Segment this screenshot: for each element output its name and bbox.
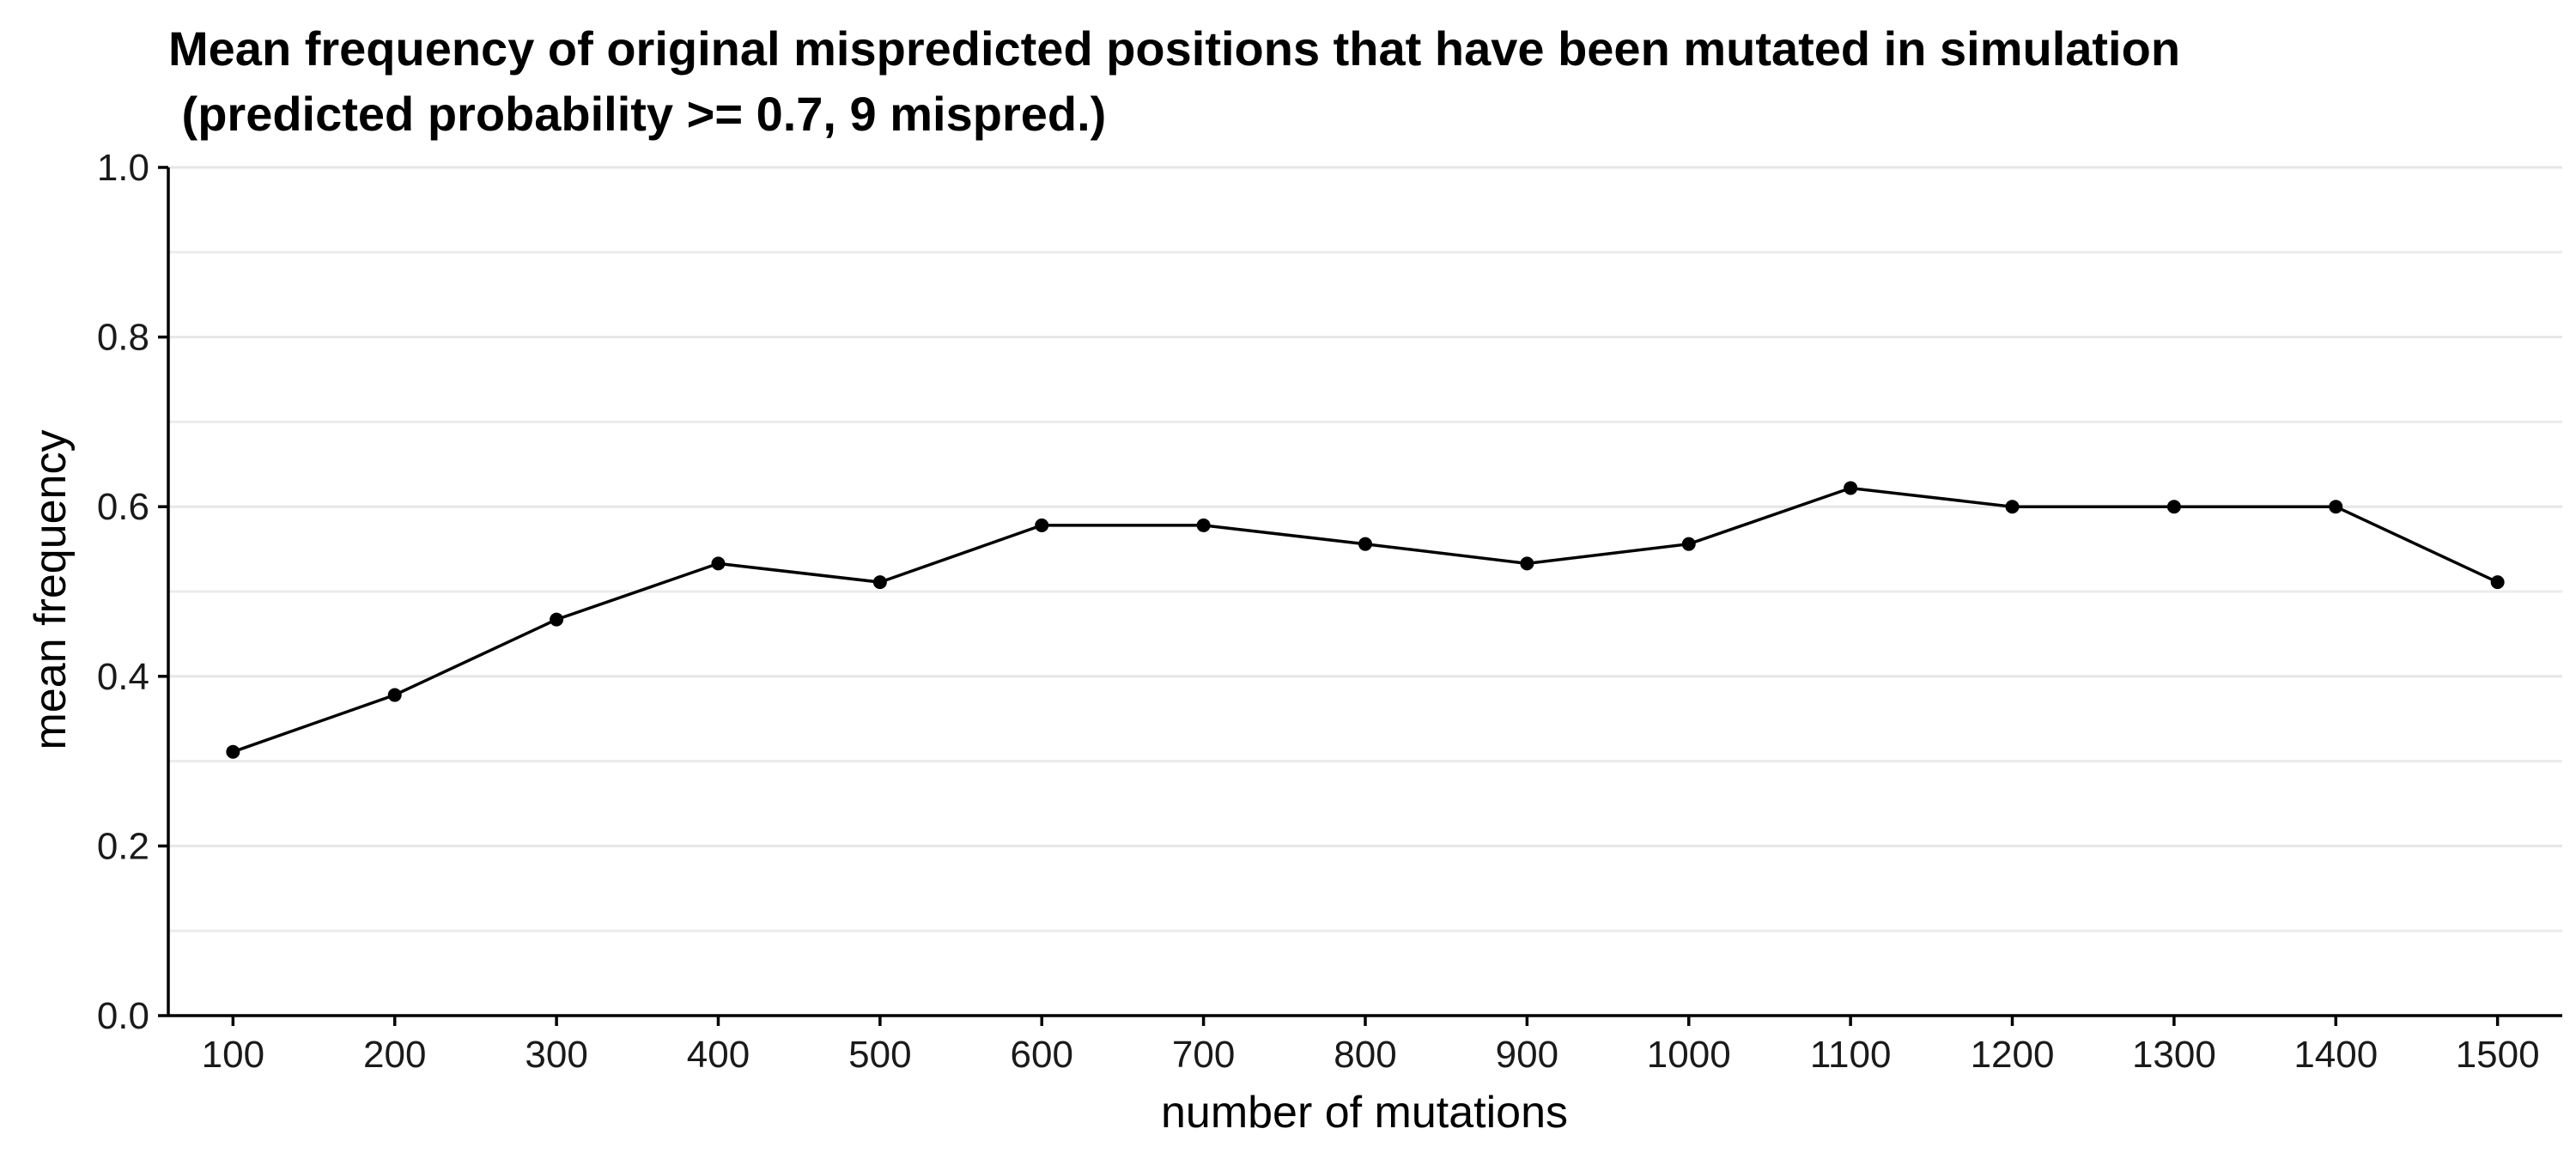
data-point [2166,500,2181,514]
y-axis-title: mean frequency [26,430,76,750]
x-tick-label: 1500 [2456,1034,2540,1076]
x-tick-label: 1300 [2132,1034,2216,1076]
data-point [1358,537,1372,551]
x-tick-label: 700 [1172,1034,1235,1076]
x-tick-label: 1100 [1810,1034,1892,1076]
y-tick-label: 0.6 [97,486,149,528]
x-tick-label: 800 [1334,1034,1396,1076]
data-point [226,744,240,759]
y-tick-label: 0.0 [97,995,149,1037]
x-tick-label: 100 [202,1034,264,1076]
x-tick-label: 1400 [2293,1034,2378,1076]
data-point [2490,575,2505,590]
series-line [232,486,2499,754]
data-point [2329,500,2343,514]
y-tick-label: 0.2 [97,825,149,867]
data-point [1844,481,1858,495]
x-axis-title: number of mutations [1161,1088,1568,1138]
x-tick-label: 900 [1496,1034,1558,1076]
data-point [1035,518,1049,532]
x-tick-label: 400 [687,1034,750,1076]
chart-title: Mean frequency of original mispredicted … [168,21,2180,76]
chart-subtitle: (predicted probability >= 0.7, 9 mispred… [168,87,1106,141]
data-point [1196,518,1211,532]
x-tick-label: 500 [848,1034,911,1076]
x-tick-label: 600 [1011,1034,1073,1076]
data-point [387,688,402,702]
x-tick-label: 300 [525,1034,587,1076]
data-point [2005,500,2020,514]
x-tick-label: 1000 [1647,1034,1731,1076]
data-series [226,481,2505,759]
y-tick-label: 1.0 [97,147,149,189]
data-point [711,556,726,571]
data-point [1681,537,1696,551]
tick-labels: 0.0 0.2 0.4 0.6 0.8 1.0 100 200 300 400 500 600 700 8… [97,147,2540,1076]
data-point [550,612,564,627]
data-point [872,575,887,590]
x-tick-label: 200 [363,1034,426,1076]
axes [158,166,2562,1026]
y-tick-label: 0.8 [97,317,149,359]
data-point [1520,556,1534,571]
grid-lines [168,166,2562,1017]
x-tick-label: 1200 [1971,1034,2055,1076]
y-tick-label: 0.4 [97,656,149,698]
